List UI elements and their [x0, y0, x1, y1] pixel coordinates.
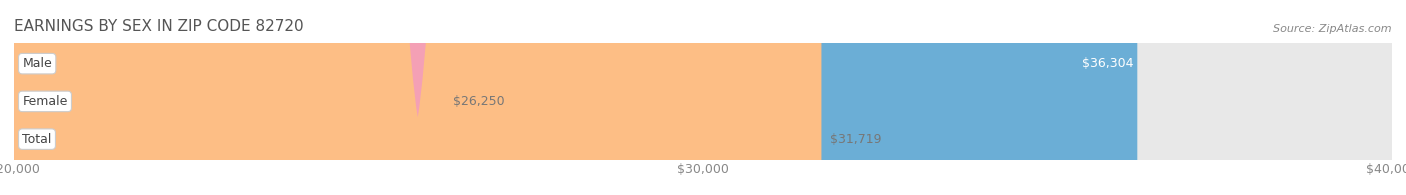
Text: Female: Female	[22, 95, 67, 108]
FancyBboxPatch shape	[14, 0, 821, 195]
Text: $31,719: $31,719	[830, 133, 882, 146]
Text: Source: ZipAtlas.com: Source: ZipAtlas.com	[1274, 24, 1392, 34]
Text: Total: Total	[22, 133, 52, 146]
FancyBboxPatch shape	[14, 0, 444, 195]
Text: EARNINGS BY SEX IN ZIP CODE 82720: EARNINGS BY SEX IN ZIP CODE 82720	[14, 19, 304, 34]
Text: $36,304: $36,304	[1081, 57, 1133, 70]
FancyBboxPatch shape	[14, 0, 1392, 195]
Text: Male: Male	[22, 57, 52, 70]
Text: $26,250: $26,250	[453, 95, 505, 108]
FancyBboxPatch shape	[14, 0, 1392, 195]
FancyBboxPatch shape	[14, 0, 1392, 195]
FancyBboxPatch shape	[14, 0, 1137, 195]
